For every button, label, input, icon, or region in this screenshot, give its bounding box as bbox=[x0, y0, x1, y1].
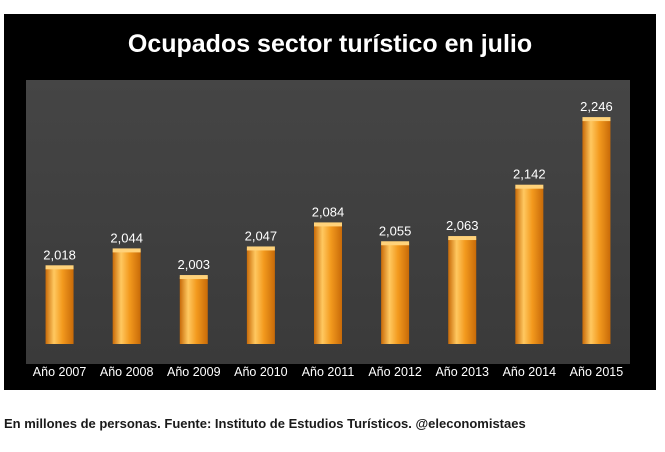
bar-año-2012 bbox=[381, 243, 410, 344]
bar-año-2013 bbox=[448, 238, 477, 344]
x-axis-tick-labels: Año 2007 Año 2008 Año 2009 Año 2010 Año 2011… bbox=[33, 365, 623, 379]
data-label: 2,003 bbox=[178, 257, 211, 272]
bar-top-cap bbox=[246, 246, 275, 251]
bar-año-2010 bbox=[246, 248, 275, 344]
x-tick-label: Año 2009 bbox=[167, 365, 221, 379]
bar-top-cap bbox=[515, 184, 544, 189]
x-tick-label: Año 2014 bbox=[503, 365, 557, 379]
x-tick-label: Año 2015 bbox=[570, 365, 624, 379]
data-label: 2,246 bbox=[580, 99, 613, 114]
bar-top-cap bbox=[112, 248, 141, 253]
data-labels-layer: 2,018 2,044 2,003 2,047 2,084 2,055 2,063 2,142… bbox=[43, 99, 612, 272]
bar-top-cap bbox=[179, 275, 208, 280]
data-label: 2,142 bbox=[513, 167, 546, 182]
data-label: 2,044 bbox=[110, 230, 143, 245]
bar-año-2008 bbox=[112, 250, 141, 344]
bar-año-2009 bbox=[179, 277, 208, 344]
footnote: En millones de personas. Fuente: Institu… bbox=[4, 416, 526, 431]
bar-año-2011 bbox=[314, 224, 342, 344]
bar-top-cap bbox=[448, 236, 477, 241]
data-label: 2,084 bbox=[312, 204, 345, 219]
x-tick-label: Año 2013 bbox=[435, 365, 489, 379]
bars-layer bbox=[45, 117, 611, 344]
bar-top-cap bbox=[45, 265, 74, 270]
bar-año-2007 bbox=[45, 267, 74, 344]
data-label: 2,055 bbox=[379, 223, 412, 238]
data-label: 2,063 bbox=[446, 218, 479, 233]
bar-año-2014 bbox=[515, 186, 544, 344]
bar-top-cap bbox=[314, 222, 342, 227]
x-tick-label: Año 2011 bbox=[302, 365, 355, 379]
bar-año-2015 bbox=[582, 119, 611, 344]
bar-top-cap bbox=[582, 117, 611, 122]
bar-chart: 2,018 2,044 2,003 2,047 2,084 2,055 2,063 2,142… bbox=[33, 99, 623, 379]
data-label: 2,047 bbox=[245, 228, 278, 243]
chart-frame: Ocupados sector turístico en julio 2,018… bbox=[4, 14, 656, 390]
x-tick-label: Año 2007 bbox=[33, 365, 87, 379]
bar-top-cap bbox=[381, 241, 410, 246]
chart-title: Ocupados sector turístico en julio bbox=[127, 30, 533, 58]
x-tick-label: Año 2012 bbox=[368, 365, 422, 379]
data-label: 2,018 bbox=[43, 247, 76, 262]
x-tick-label: Año 2008 bbox=[100, 365, 154, 379]
x-tick-label: Año 2010 bbox=[234, 365, 288, 379]
